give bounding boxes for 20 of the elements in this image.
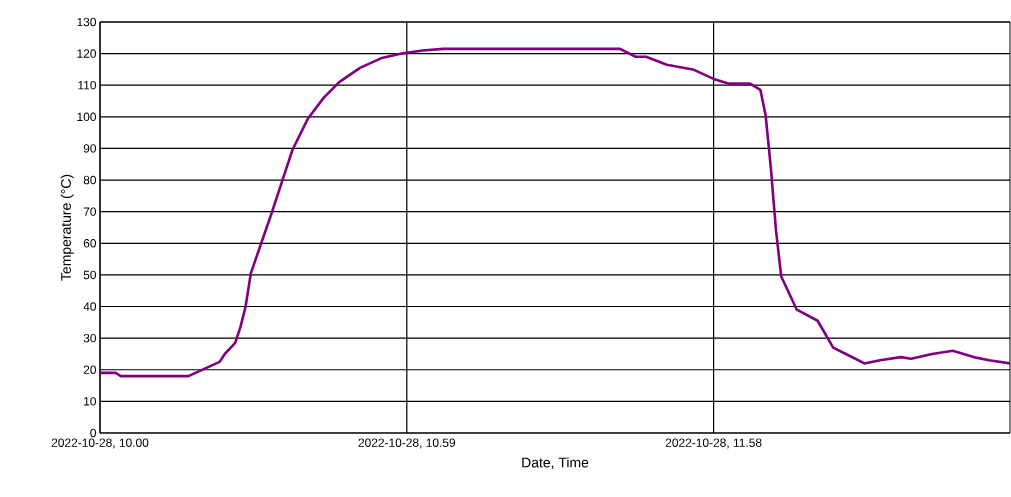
x-tick-label: 2022-10-28, 10.00 (51, 438, 149, 449)
y-tick-label: 100 (77, 112, 97, 122)
line-series (100, 47, 1011, 378)
x-tick-label: 2022-10-28, 10.59 (358, 438, 456, 449)
y-tick-label: 30 (83, 333, 97, 343)
x-axis-title: Date, Time (522, 457, 589, 470)
y-tick-label: 90 (83, 144, 97, 153)
y-axis-title: Temperature (°C) (60, 174, 74, 281)
y-tick-label: 0 (90, 428, 97, 438)
y-tick-label: 80 (83, 175, 97, 185)
y-tick-label: 70 (83, 207, 97, 216)
x-tick-label: 2022-10-28, 11.58 (665, 438, 762, 449)
y-tick-label: 50 (83, 270, 97, 280)
y-tick-label: 120 (77, 49, 97, 58)
y-tick-label: 110 (78, 80, 97, 90)
y-tick-label: 10 (84, 397, 97, 406)
y-tick-label: 130 (77, 17, 97, 27)
y-tick-label: 60 (83, 239, 97, 248)
y-tick-label: 40 (83, 302, 97, 311)
y-tick-label: 20 (83, 365, 97, 374)
